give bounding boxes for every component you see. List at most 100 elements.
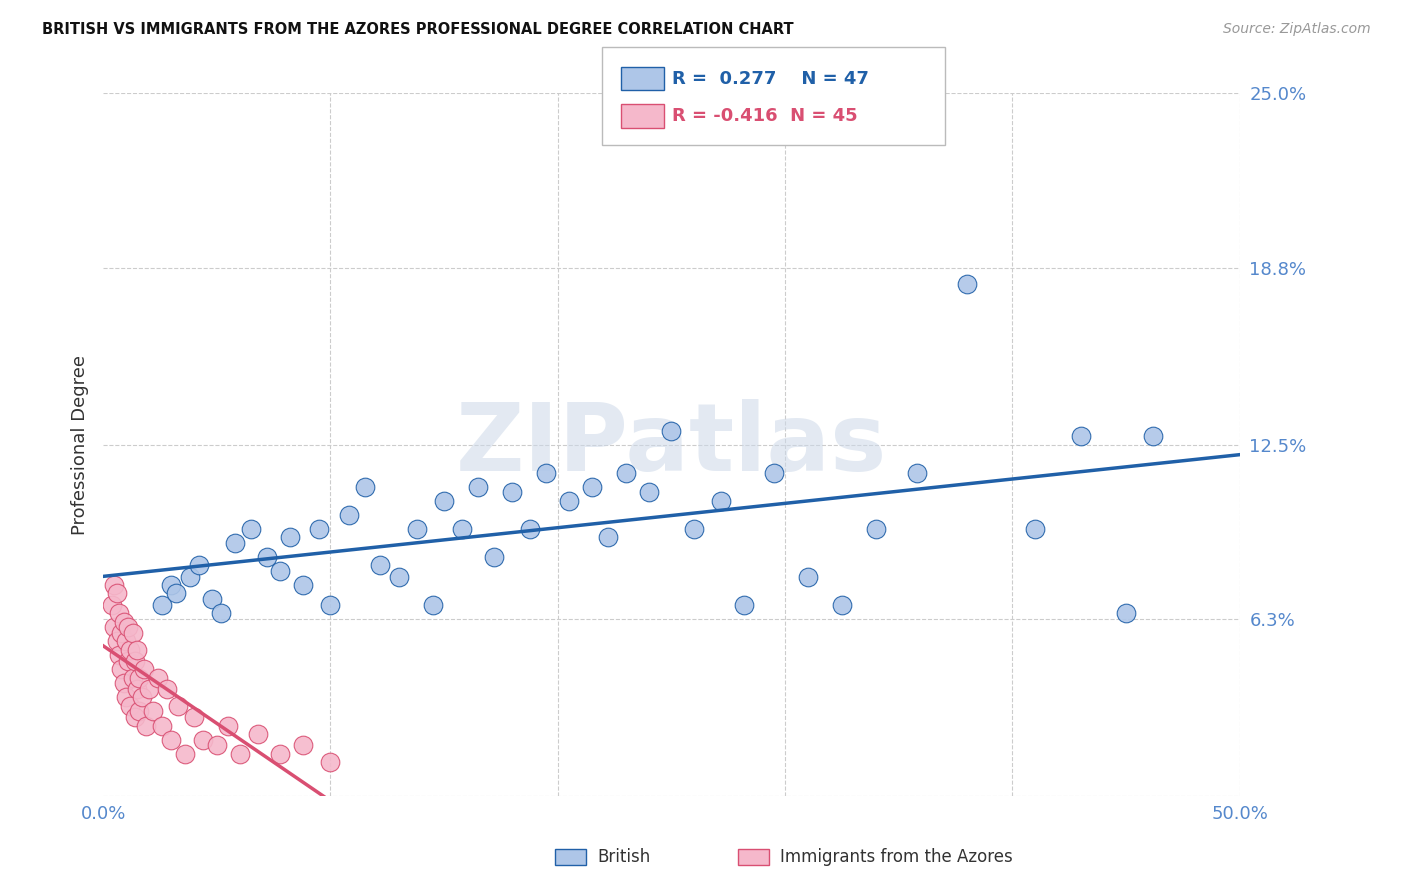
Point: [120, 698, 142, 713]
Point: [179, 569, 201, 583]
Point: [112, 615, 135, 629]
Point: [292, 738, 315, 752]
Point: [319, 755, 342, 769]
Point: [108, 606, 131, 620]
Point: [128, 705, 150, 719]
Point: [150, 598, 173, 612]
Point: [388, 569, 411, 583]
Point: [501, 485, 523, 500]
Point: [683, 522, 706, 536]
Point: [103, 620, 125, 634]
Point: [246, 727, 269, 741]
Point: [101, 598, 124, 612]
Point: [135, 718, 157, 732]
Point: [112, 676, 135, 690]
Point: [482, 549, 505, 564]
Point: [239, 522, 262, 536]
Text: ZIPatlas: ZIPatlas: [456, 399, 887, 491]
Point: [831, 598, 853, 612]
Point: [103, 578, 125, 592]
Point: [269, 564, 291, 578]
Point: [146, 671, 169, 685]
Point: [596, 530, 619, 544]
Point: [797, 569, 820, 583]
Point: [1070, 429, 1092, 443]
Point: [131, 690, 153, 705]
Point: [115, 690, 138, 705]
Point: [905, 466, 928, 480]
Point: [519, 522, 541, 536]
Point: [228, 747, 250, 761]
Text: Immigrants from the Azores: Immigrants from the Azores: [780, 848, 1014, 866]
Point: [451, 522, 474, 536]
Point: [108, 648, 131, 663]
Point: [422, 598, 444, 612]
Point: [614, 466, 637, 480]
Point: [105, 634, 128, 648]
Point: [105, 586, 128, 600]
Point: [581, 480, 603, 494]
Point: [1024, 522, 1046, 536]
Point: [269, 747, 291, 761]
Text: R = -0.416  N = 45: R = -0.416 N = 45: [672, 107, 858, 125]
Point: [127, 642, 149, 657]
Point: [205, 738, 228, 752]
Point: [110, 662, 132, 676]
Point: [187, 558, 209, 573]
Point: [191, 732, 214, 747]
Point: [201, 592, 224, 607]
Point: [217, 718, 239, 732]
Point: [117, 620, 139, 634]
Text: BRITISH VS IMMIGRANTS FROM THE AZORES PROFESSIONAL DEGREE CORRELATION CHART: BRITISH VS IMMIGRANTS FROM THE AZORES PR…: [42, 22, 794, 37]
Point: [120, 642, 142, 657]
Point: [132, 662, 155, 676]
Point: [124, 710, 146, 724]
Point: [733, 598, 755, 612]
Point: [467, 480, 489, 494]
Point: [121, 671, 143, 685]
Point: [224, 536, 246, 550]
Point: [127, 681, 149, 696]
Point: [405, 522, 427, 536]
Point: [256, 549, 278, 564]
Point: [110, 625, 132, 640]
Point: [1115, 606, 1137, 620]
Point: [160, 578, 183, 592]
Point: [319, 598, 342, 612]
Text: R =  0.277    N = 47: R = 0.277 N = 47: [672, 70, 869, 87]
Point: [956, 277, 979, 292]
Point: [637, 485, 659, 500]
Point: [174, 747, 197, 761]
Text: Source: ZipAtlas.com: Source: ZipAtlas.com: [1223, 22, 1371, 37]
Point: [353, 480, 375, 494]
Point: [337, 508, 360, 522]
Point: [156, 681, 179, 696]
Point: [183, 710, 205, 724]
Point: [762, 466, 785, 480]
Point: [142, 705, 165, 719]
Point: [710, 493, 733, 508]
Point: [661, 424, 683, 438]
Point: [865, 522, 887, 536]
Point: [121, 625, 143, 640]
Point: [138, 681, 160, 696]
Point: [117, 654, 139, 668]
Point: [150, 718, 173, 732]
Point: [124, 654, 146, 668]
Point: [370, 558, 392, 573]
Point: [209, 606, 232, 620]
Point: [160, 732, 183, 747]
Point: [115, 634, 138, 648]
Point: [128, 671, 150, 685]
Point: [433, 493, 456, 508]
Point: [558, 493, 581, 508]
Point: [292, 578, 315, 592]
Point: [1142, 429, 1164, 443]
Point: [165, 586, 187, 600]
Point: [308, 522, 330, 536]
Point: [278, 530, 301, 544]
Y-axis label: Professional Degree: Professional Degree: [72, 354, 89, 534]
Text: British: British: [598, 848, 651, 866]
Point: [536, 466, 558, 480]
Point: [167, 698, 190, 713]
